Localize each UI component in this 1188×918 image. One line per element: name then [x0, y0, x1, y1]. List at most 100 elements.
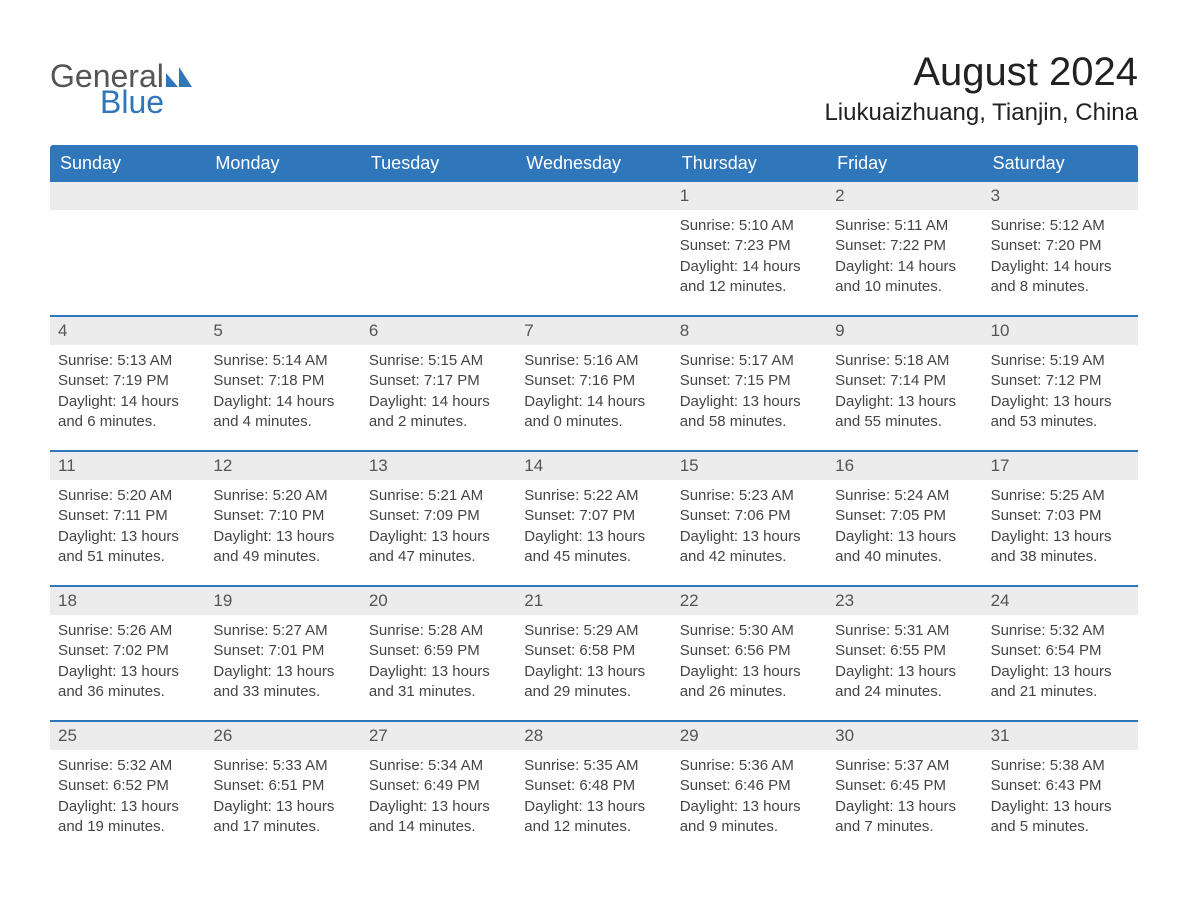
day-cell: 6Sunrise: 5:15 AMSunset: 7:17 PMDaylight… [361, 317, 516, 440]
sunrise-line: Sunrise: 5:22 AM [524, 486, 663, 506]
dow-header: SundayMondayTuesdayWednesdayThursdayFrid… [50, 145, 1138, 182]
day-number: 19 [205, 587, 360, 615]
day-number: 16 [827, 452, 982, 480]
day-details: Sunrise: 5:22 AMSunset: 7:07 PMDaylight:… [516, 480, 671, 575]
day-cell: 2Sunrise: 5:11 AMSunset: 7:22 PMDaylight… [827, 182, 982, 305]
sunset-line: Sunset: 7:01 PM [213, 641, 352, 661]
daylight-line: Daylight: 14 hours and 8 minutes. [991, 257, 1130, 298]
dow-sunday: Sunday [50, 145, 205, 182]
day-cell: 17Sunrise: 5:25 AMSunset: 7:03 PMDayligh… [983, 452, 1138, 575]
day-cell: 8Sunrise: 5:17 AMSunset: 7:15 PMDaylight… [672, 317, 827, 440]
sunset-line: Sunset: 6:55 PM [835, 641, 974, 661]
daylight-line: Daylight: 13 hours and 42 minutes. [680, 527, 819, 568]
daylight-line: Daylight: 13 hours and 17 minutes. [213, 797, 352, 838]
day-number: . [205, 182, 360, 210]
day-cell: 30Sunrise: 5:37 AMSunset: 6:45 PMDayligh… [827, 722, 982, 845]
week-row: ....1Sunrise: 5:10 AMSunset: 7:23 PMDayl… [50, 182, 1138, 305]
day-number: 11 [50, 452, 205, 480]
sunrise-line: Sunrise: 5:29 AM [524, 621, 663, 641]
calendar: SundayMondayTuesdayWednesdayThursdayFrid… [50, 145, 1138, 845]
day-number: 30 [827, 722, 982, 750]
sunrise-line: Sunrise: 5:20 AM [58, 486, 197, 506]
daylight-line: Daylight: 13 hours and 33 minutes. [213, 662, 352, 703]
sunrise-line: Sunrise: 5:20 AM [213, 486, 352, 506]
logo-mark-icon [166, 58, 192, 94]
day-number: 12 [205, 452, 360, 480]
day-number: 8 [672, 317, 827, 345]
sunset-line: Sunset: 6:54 PM [991, 641, 1130, 661]
day-cell: 4Sunrise: 5:13 AMSunset: 7:19 PMDaylight… [50, 317, 205, 440]
day-cell: 24Sunrise: 5:32 AMSunset: 6:54 PMDayligh… [983, 587, 1138, 710]
day-details: Sunrise: 5:36 AMSunset: 6:46 PMDaylight:… [672, 750, 827, 845]
day-number: 18 [50, 587, 205, 615]
dow-monday: Monday [205, 145, 360, 182]
day-details: Sunrise: 5:11 AMSunset: 7:22 PMDaylight:… [827, 210, 982, 305]
daylight-line: Daylight: 13 hours and 21 minutes. [991, 662, 1130, 703]
day-details: Sunrise: 5:30 AMSunset: 6:56 PMDaylight:… [672, 615, 827, 710]
day-cell: 13Sunrise: 5:21 AMSunset: 7:09 PMDayligh… [361, 452, 516, 575]
day-number: 17 [983, 452, 1138, 480]
day-cell: 31Sunrise: 5:38 AMSunset: 6:43 PMDayligh… [983, 722, 1138, 845]
daylight-line: Daylight: 13 hours and 19 minutes. [58, 797, 197, 838]
day-cell-empty: . [361, 182, 516, 305]
day-cell-empty: . [205, 182, 360, 305]
dow-friday: Friday [827, 145, 982, 182]
day-number: 27 [361, 722, 516, 750]
day-details: Sunrise: 5:16 AMSunset: 7:16 PMDaylight:… [516, 345, 671, 440]
dow-saturday: Saturday [983, 145, 1138, 182]
sunrise-line: Sunrise: 5:27 AM [213, 621, 352, 641]
daylight-line: Daylight: 14 hours and 10 minutes. [835, 257, 974, 298]
sunset-line: Sunset: 6:45 PM [835, 776, 974, 796]
day-cell: 3Sunrise: 5:12 AMSunset: 7:20 PMDaylight… [983, 182, 1138, 305]
day-number: 25 [50, 722, 205, 750]
sunrise-line: Sunrise: 5:13 AM [58, 351, 197, 371]
day-cell: 28Sunrise: 5:35 AMSunset: 6:48 PMDayligh… [516, 722, 671, 845]
day-details: Sunrise: 5:17 AMSunset: 7:15 PMDaylight:… [672, 345, 827, 440]
daylight-line: Daylight: 14 hours and 6 minutes. [58, 392, 197, 433]
daylight-line: Daylight: 14 hours and 2 minutes. [369, 392, 508, 433]
day-number: 31 [983, 722, 1138, 750]
sunrise-line: Sunrise: 5:23 AM [680, 486, 819, 506]
day-number: 10 [983, 317, 1138, 345]
day-details: Sunrise: 5:26 AMSunset: 7:02 PMDaylight:… [50, 615, 205, 710]
daylight-line: Daylight: 13 hours and 55 minutes. [835, 392, 974, 433]
calendar-page: General Blue August 2024 Liukuaizhuang, … [0, 0, 1188, 918]
day-cell: 23Sunrise: 5:31 AMSunset: 6:55 PMDayligh… [827, 587, 982, 710]
sunrise-line: Sunrise: 5:38 AM [991, 756, 1130, 776]
day-number: . [516, 182, 671, 210]
day-details: Sunrise: 5:28 AMSunset: 6:59 PMDaylight:… [361, 615, 516, 710]
day-cell: 9Sunrise: 5:18 AMSunset: 7:14 PMDaylight… [827, 317, 982, 440]
daylight-line: Daylight: 13 hours and 53 minutes. [991, 392, 1130, 433]
day-details: Sunrise: 5:23 AMSunset: 7:06 PMDaylight:… [672, 480, 827, 575]
sunset-line: Sunset: 7:15 PM [680, 371, 819, 391]
sunset-line: Sunset: 7:10 PM [213, 506, 352, 526]
sunset-line: Sunset: 7:12 PM [991, 371, 1130, 391]
day-cell: 10Sunrise: 5:19 AMSunset: 7:12 PMDayligh… [983, 317, 1138, 440]
daylight-line: Daylight: 13 hours and 47 minutes. [369, 527, 508, 568]
sunrise-line: Sunrise: 5:33 AM [213, 756, 352, 776]
day-details: Sunrise: 5:20 AMSunset: 7:11 PMDaylight:… [50, 480, 205, 575]
daylight-line: Daylight: 13 hours and 40 minutes. [835, 527, 974, 568]
sunset-line: Sunset: 6:52 PM [58, 776, 197, 796]
dow-tuesday: Tuesday [361, 145, 516, 182]
sunset-line: Sunset: 7:23 PM [680, 236, 819, 256]
daylight-line: Daylight: 13 hours and 7 minutes. [835, 797, 974, 838]
day-number: 28 [516, 722, 671, 750]
day-number: 21 [516, 587, 671, 615]
day-cell: 21Sunrise: 5:29 AMSunset: 6:58 PMDayligh… [516, 587, 671, 710]
day-number: 6 [361, 317, 516, 345]
daylight-line: Daylight: 13 hours and 24 minutes. [835, 662, 974, 703]
day-number: 14 [516, 452, 671, 480]
day-number: 26 [205, 722, 360, 750]
day-number: 23 [827, 587, 982, 615]
day-details: Sunrise: 5:32 AMSunset: 6:54 PMDaylight:… [983, 615, 1138, 710]
sunset-line: Sunset: 7:09 PM [369, 506, 508, 526]
sunset-line: Sunset: 7:02 PM [58, 641, 197, 661]
sunset-line: Sunset: 7:16 PM [524, 371, 663, 391]
sunrise-line: Sunrise: 5:25 AM [991, 486, 1130, 506]
day-details: Sunrise: 5:20 AMSunset: 7:10 PMDaylight:… [205, 480, 360, 575]
day-cell: 25Sunrise: 5:32 AMSunset: 6:52 PMDayligh… [50, 722, 205, 845]
sunset-line: Sunset: 7:22 PM [835, 236, 974, 256]
title-block: August 2024 Liukuaizhuang, Tianjin, Chin… [824, 50, 1138, 127]
day-number: 1 [672, 182, 827, 210]
